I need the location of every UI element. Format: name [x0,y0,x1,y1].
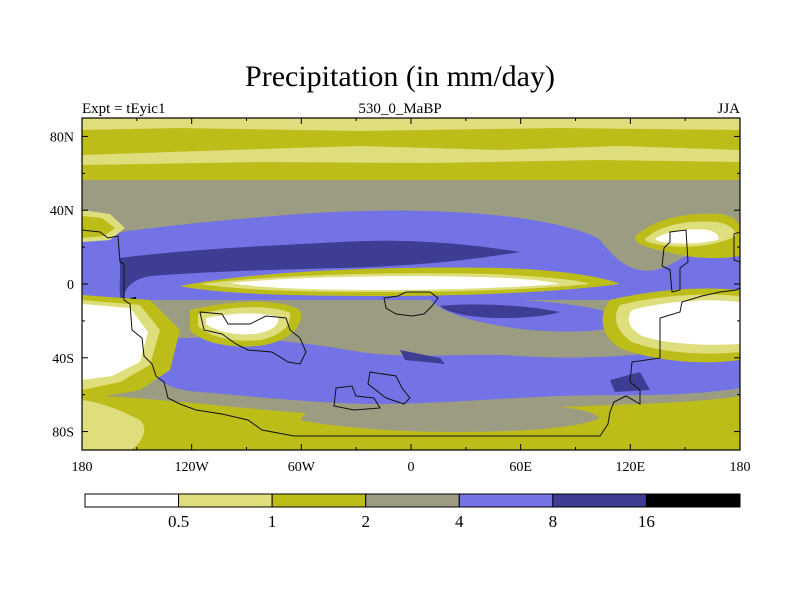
field-sh-wet-band [145,337,740,404]
colorbar: 0.5 1 2 4 8 16 [84,493,741,531]
y-tick-label: 40S [52,352,74,367]
season-label: JJA [717,101,740,117]
field-antarctic-light [82,400,145,450]
coastline-central [199,311,307,365]
field-sh-core-east [440,304,560,319]
field-sh-moderate-patch [300,405,600,432]
y-tick-label: 80S [52,426,74,441]
coastline-east-asia [661,229,689,293]
field-nh-dry-east-core [655,229,719,244]
field-equatorial-dry-core [230,276,560,290]
chart-title: Precipitation (in mm/day) [245,60,555,93]
period-label: 530_0_MaBP [358,101,442,117]
map-field [82,118,740,450]
field-arctic-top-streak [82,118,740,131]
y-tick-label: 80N [50,130,74,145]
colorbar-label: 16 [638,512,655,531]
coastline-west [82,229,740,437]
colorbar-label: 1 [268,512,277,531]
colorbar-swatch [271,493,367,508]
field-arctic-light-streak [82,146,740,165]
colorbar-label: 2 [361,512,370,531]
field-nh-dry-west-2 [82,216,115,238]
y-axis: 80N 40N 0 40S 80S [50,130,740,441]
y-tick-label: 40N [50,204,74,219]
coastline-northeast [733,231,740,263]
x-tick-label: 180 [72,460,93,475]
field-sh-core-patch-1 [400,350,445,364]
x-tick-label: 120E [616,460,646,475]
experiment-label: Expt = tEyic1 [82,101,166,117]
colorbar-swatch [84,493,180,508]
coastline-island [333,385,381,411]
x-tick-label: 60E [509,460,532,475]
y-tick-label: 0 [67,278,74,293]
coastline-island-2 [367,371,411,405]
x-tick-label: 180 [730,460,751,475]
colorbar-swatch [365,493,460,508]
colorbar-label: 4 [455,512,464,531]
colorbar-swatch [458,493,554,508]
colorbar-label: 0.5 [168,512,189,531]
colorbar-swatch [178,493,273,508]
coastline-equatorial [383,291,439,317]
x-axis: 180 120W 60W 0 60E 120E 180 [72,118,751,475]
x-tick-label: 0 [408,460,415,475]
colorbar-swatch [645,493,741,508]
x-tick-label: 120W [175,460,210,475]
colorbar-label: 8 [549,512,558,531]
colorbar-swatch [552,493,647,508]
field-nh-core-band [119,240,521,330]
field-sh-dry-east-core [628,300,740,345]
continent-outlines [82,229,740,437]
x-tick-label: 60W [288,460,316,475]
